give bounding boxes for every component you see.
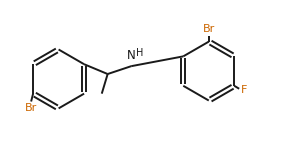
Text: F: F xyxy=(241,85,247,95)
Text: H: H xyxy=(136,48,144,58)
Text: Br: Br xyxy=(25,103,37,113)
Text: N: N xyxy=(127,49,135,62)
Text: Br: Br xyxy=(203,24,215,34)
